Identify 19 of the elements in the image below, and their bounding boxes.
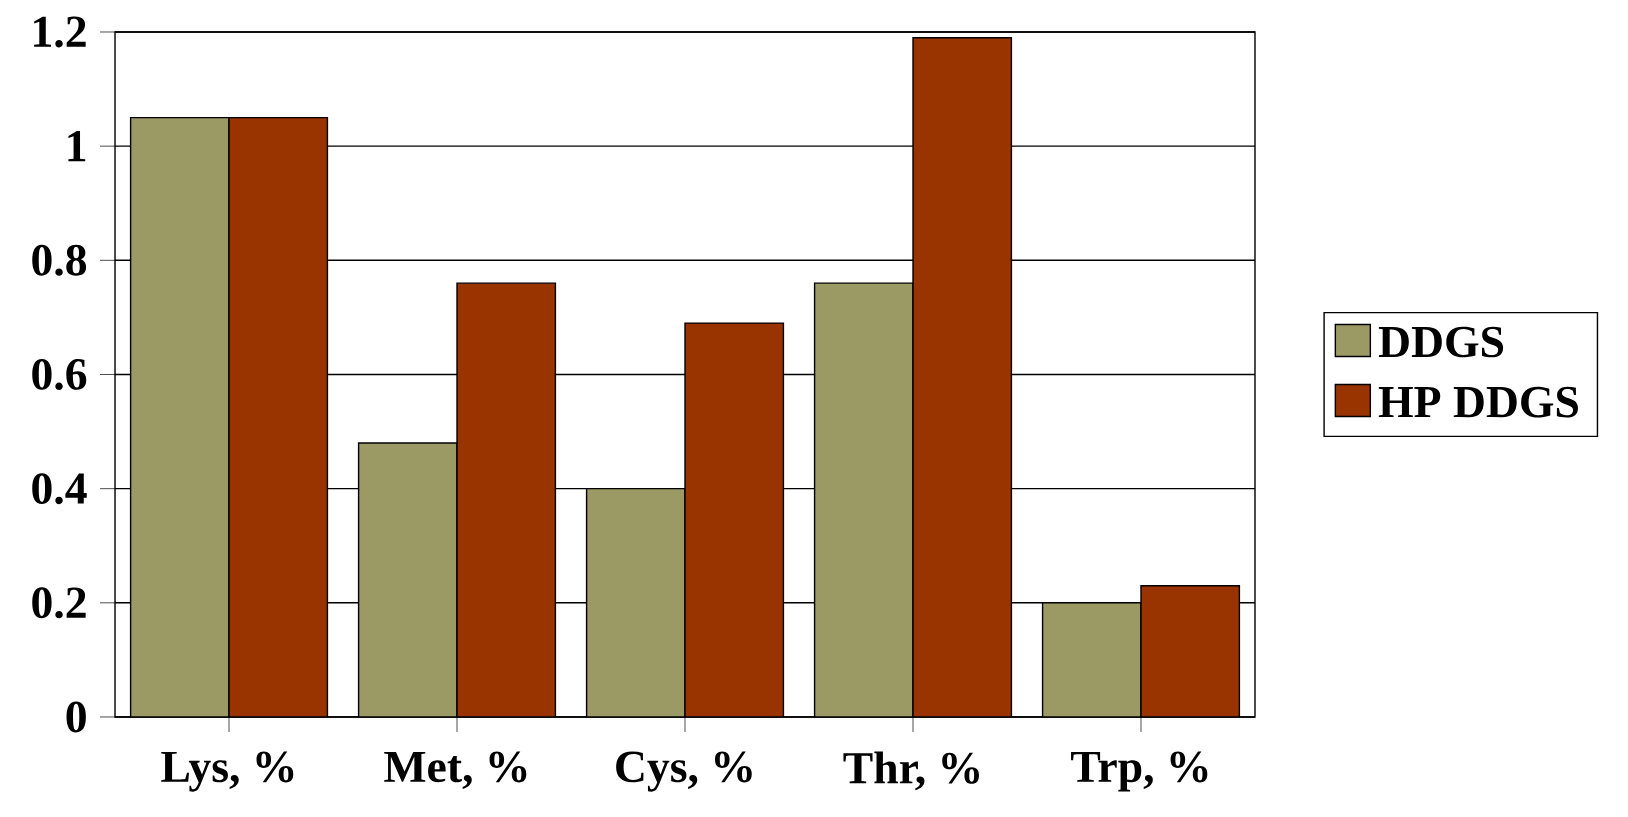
- y-tick-label: 0: [66, 701, 86, 733]
- bar: [585, 487, 686, 717]
- x-tick-label: Met, %: [384, 751, 527, 789]
- bar: [813, 282, 914, 717]
- x-tick-label: Thr, %: [843, 751, 979, 791]
- legend-label: HP DDGS: [1378, 386, 1578, 418]
- bar: [357, 442, 458, 717]
- x-tick-label: Trp, %: [1071, 751, 1208, 792]
- bar: [1041, 602, 1142, 717]
- y-tick-label: 0.2: [32, 587, 86, 619]
- x-tick-label: Cys, %: [616, 751, 752, 792]
- legend-label: DDGS: [1378, 326, 1504, 358]
- y-tick-label: 1.2: [34, 16, 86, 48]
- y-tick-label: 0.4: [32, 473, 87, 505]
- y-tick-label: 0.6: [32, 358, 87, 391]
- y-tick-label: 1: [68, 131, 86, 162]
- x-tick-label: Lys, %: [161, 751, 294, 792]
- y-tick-label: 0.8: [32, 244, 87, 276]
- bar: [129, 116, 230, 717]
